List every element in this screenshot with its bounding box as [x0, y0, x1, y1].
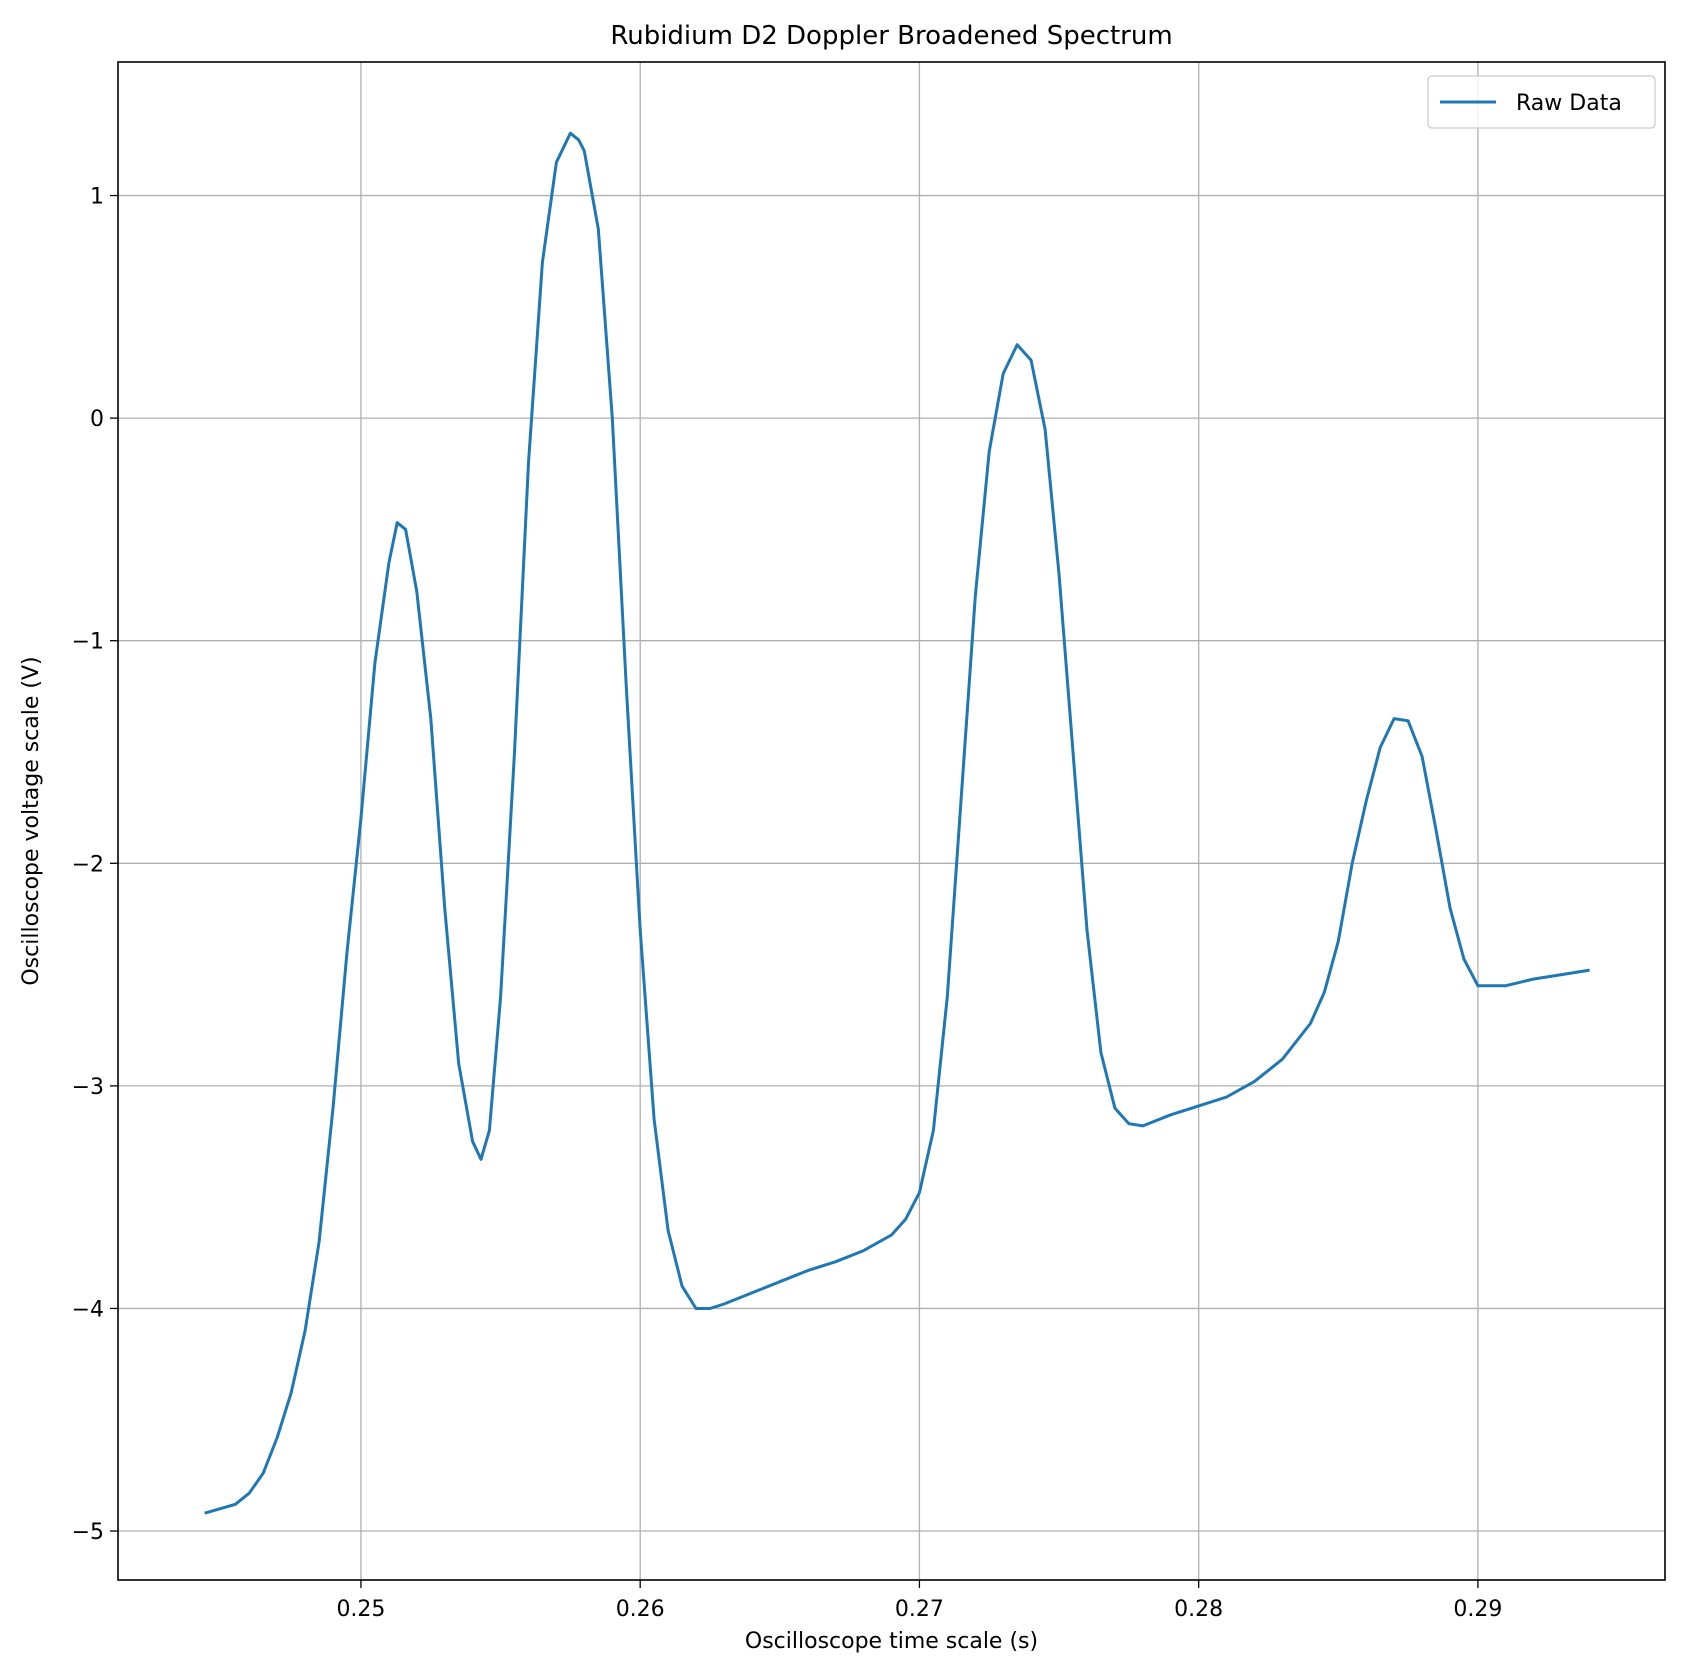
- y-axis-title: Oscilloscope voltage scale (V): [19, 656, 44, 985]
- grid-lines: [118, 62, 1665, 1580]
- chart-title: Rubidium D2 Doppler Broadened Spectrum: [610, 21, 1172, 51]
- plot-area-frame: [117, 61, 1666, 1581]
- y-tick-label: 1: [90, 185, 104, 210]
- x-tick-label: 0.29: [1453, 1597, 1502, 1622]
- x-tick-label: 0.25: [336, 1597, 385, 1622]
- y-tick-label: −3: [72, 1075, 104, 1100]
- x-axis-title: Oscilloscope time scale (s): [745, 1629, 1038, 1654]
- y-tick-label: −4: [72, 1297, 104, 1322]
- y-tick-label: −2: [72, 852, 104, 877]
- y-tick-label: −5: [72, 1520, 104, 1545]
- series-layer: [204, 131, 1590, 1515]
- x-tick-label: 0.27: [895, 1597, 944, 1622]
- legend-box: [1427, 75, 1656, 129]
- x-tick-label: 0.26: [616, 1597, 665, 1622]
- legend: Raw Data: [1427, 75, 1656, 129]
- y-tick-label: −1: [72, 630, 104, 655]
- legend-label-raw-data: Raw Data: [1516, 91, 1622, 116]
- y-tick-label: 0: [90, 407, 104, 432]
- x-tick-label: 0.28: [1174, 1597, 1223, 1622]
- axis-ticks: 0.25 0.26 0.27 0.28 0.29 1 0 −1 −2 −3 −4 −5: [72, 185, 1503, 1622]
- series-line-raw-data: [204, 131, 1590, 1515]
